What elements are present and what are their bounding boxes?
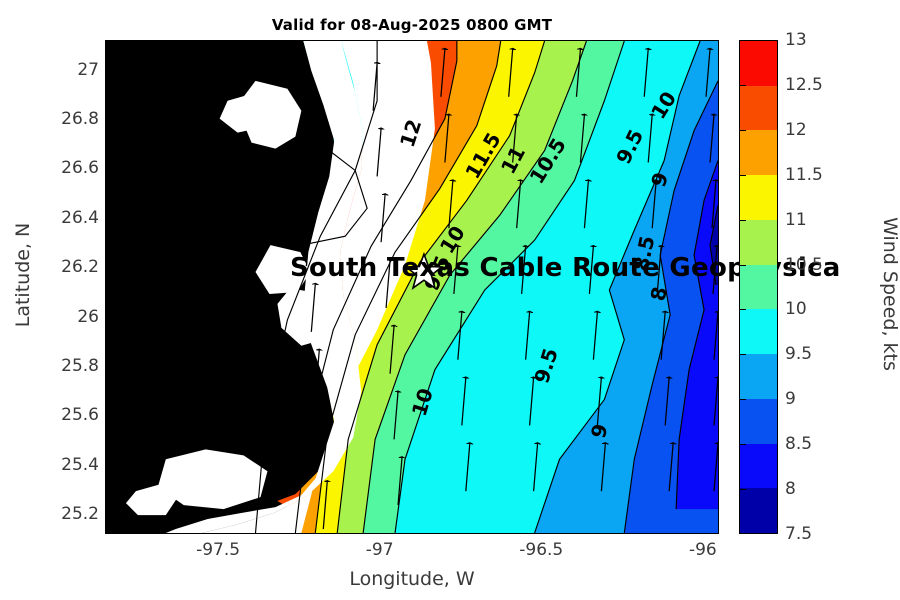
colorbar-tick-mark (739, 489, 746, 491)
colorbar-tick-label: 8.5 (785, 434, 813, 455)
colorbar-tick-mark (739, 174, 746, 176)
colorbar-band (740, 309, 777, 355)
colorbar-tick-mark (739, 84, 746, 86)
colorbar-tick-label: 9.5 (785, 344, 813, 365)
y-tick-label: 26 (77, 306, 99, 327)
colorbar-band (740, 398, 777, 444)
colorbar-ticks: 13 12.5 12 11.5 11 10.5 10 9.5 9 8.5 8 7.5 (781, 30, 841, 544)
y-axis-label: Latitude, N (12, 222, 34, 328)
contour-label-8: 8 (647, 285, 672, 303)
star-marker (404, 251, 444, 290)
x-tick-label: -96 (688, 540, 717, 560)
colorbar-tick-label: 10.5 (785, 254, 823, 275)
y-tick-label: 26.6 (61, 158, 99, 179)
colorbar-band (740, 85, 777, 131)
y-tick-label: 27 (77, 59, 99, 80)
colorbar-tick-label: 12.5 (785, 74, 823, 95)
x-axis-ticks: -97.5 -97 -96.5 -96 (105, 540, 719, 566)
colorbar[interactable] (739, 40, 778, 534)
y-tick-label: 25.8 (61, 356, 99, 377)
y-tick-label: 25.2 (61, 504, 99, 525)
colorbar-band (740, 219, 777, 265)
x-axis-label: Longitude, W (349, 568, 475, 590)
y-tick-label: 26.8 (61, 109, 99, 130)
colorbar-band (740, 175, 777, 220)
colorbar-band (740, 130, 777, 176)
contour-label-9-ne: 9 (647, 170, 673, 190)
colorbar-band (740, 488, 777, 534)
contour-label-9-s: 9 (587, 422, 613, 441)
colorbar-tick-label: 13 (785, 30, 807, 50)
colorbar-tick-label: 12 (785, 119, 807, 140)
colorbar-tick-mark (739, 399, 746, 401)
colorbar-tick-label: 11.5 (785, 164, 823, 185)
colorbar-tick-mark (739, 264, 746, 266)
colorbar-label: Wind Speed, kts (879, 217, 900, 371)
y-tick-label: 26.2 (61, 257, 99, 278)
colorbar-tick-label: 9 (785, 389, 796, 410)
page-title: Valid for 08-Aug-2025 0800 GMT (271, 16, 553, 34)
y-tick-label: 25.6 (61, 405, 99, 426)
colorbar-tick-mark (739, 354, 746, 356)
y-tick-label: 26.4 (61, 207, 99, 228)
colorbar-tick-label: 10 (785, 299, 807, 320)
colorbar-tick-mark (739, 309, 746, 311)
colorbar-tick-label: 11 (785, 209, 807, 230)
colorbar-tick-label: 8 (785, 479, 796, 500)
x-tick-label: -97 (365, 540, 394, 560)
colorbar-band (740, 41, 777, 86)
colorbar-band (740, 354, 777, 399)
colorbar-band (740, 443, 777, 489)
colorbar-tick-label: 7.5 (785, 524, 813, 544)
colorbar-tick-mark (739, 129, 746, 131)
y-axis-ticks: 27 26.8 26.6 26.4 26.2 26 25.8 25.6 25.4 25.2 (20, 40, 99, 534)
colorbar-band (740, 264, 777, 310)
colorbar-tick-mark (739, 219, 746, 221)
x-tick-label: -96.5 (519, 540, 564, 560)
wind-speed-contour-map: 12 11.5 11 10.5 10 9.5 9 10 9.5 8.5 8 10… (106, 41, 718, 533)
map-plot-area[interactable]: 12 11.5 11 10.5 10 9.5 9 10 9.5 8.5 8 10… (105, 40, 719, 534)
x-tick-label: -97.5 (196, 540, 241, 560)
y-tick-label: 25.4 (61, 454, 99, 475)
colorbar-tick-mark (739, 444, 746, 446)
